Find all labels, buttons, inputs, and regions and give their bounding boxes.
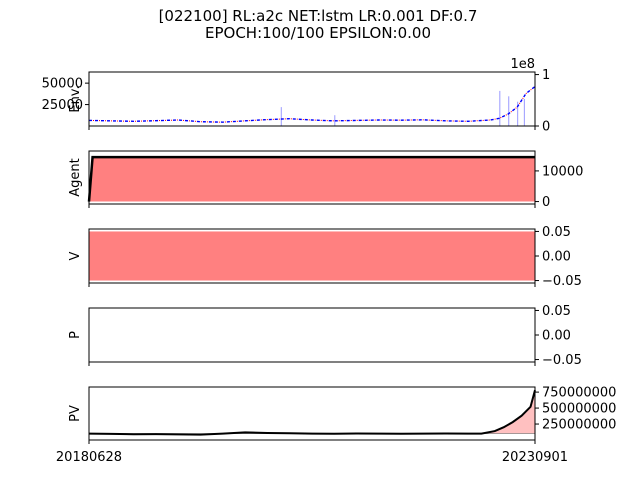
y-tick-label-2: 250000000: [542, 418, 616, 433]
panel-frame: [88, 150, 536, 205]
y-tick-label-2: −0.05: [542, 274, 582, 289]
panel-env: Env.25000 50000 0 1 1e8: [42, 57, 551, 135]
y-tick-label-1: 10000: [542, 164, 583, 179]
value-fill: [89, 231, 535, 281]
x-tick-end: 20230901: [502, 450, 568, 465]
env-line: [88, 86, 536, 123]
chart-title-line2: EPOCH:100/100 EPSILON:0.00: [205, 24, 431, 42]
y-tick-label-0: 0: [542, 195, 550, 210]
chart-title-line1: [022100] RL:a2c NET:lstm LR:0.001 DF:0.7: [159, 7, 478, 25]
panel-agent: Agent 0 10000: [68, 150, 583, 210]
panel-frame: [88, 71, 536, 127]
y-tick-label-0: 750000000: [542, 386, 616, 401]
pv-fill: [89, 390, 535, 435]
y-tick-label-1: 0.00: [542, 329, 571, 344]
panel-v: V 0.05 0.00 −0.05: [68, 225, 582, 289]
offset-label: 1e8: [510, 57, 535, 72]
panel-p: P 0.05 0.00 −0.05: [68, 304, 582, 368]
volume-bar-4: [517, 101, 519, 126]
x-tick-start: 20180628: [56, 450, 122, 465]
panel-frame: [88, 386, 536, 441]
y-axis-label: Env.: [68, 85, 83, 112]
volume-bar-2: [499, 90, 501, 126]
volume-bar-5: [523, 99, 525, 126]
volume-bar-3: [508, 96, 510, 126]
volume-bar-0: [280, 107, 282, 126]
secondary-tick-label-0: 0: [542, 120, 550, 135]
y-tick-label-1: 0.00: [542, 250, 571, 265]
env-line-alt: [88, 86, 536, 123]
secondary-tick-label-1: 1: [542, 68, 550, 83]
panel-frame: [88, 307, 536, 363]
y-tick-label-0: 0.05: [542, 225, 571, 240]
agent-fill: [89, 157, 535, 202]
y-axis-label: V: [68, 251, 83, 260]
pv-line: [88, 389, 536, 436]
y-axis-label: P: [68, 331, 83, 339]
y-tick-label-0: 0.05: [542, 304, 571, 319]
y-axis-label: PV: [68, 405, 83, 422]
y-tick-label-0: 25000: [42, 98, 83, 113]
agent-line: [87, 155, 535, 202]
y-tick-label-1: 50000: [42, 77, 83, 92]
y-axis-label: Agent: [68, 158, 83, 196]
y-tick-label-1: 500000000: [542, 402, 616, 417]
y-tick-label-2: −0.05: [542, 353, 582, 368]
